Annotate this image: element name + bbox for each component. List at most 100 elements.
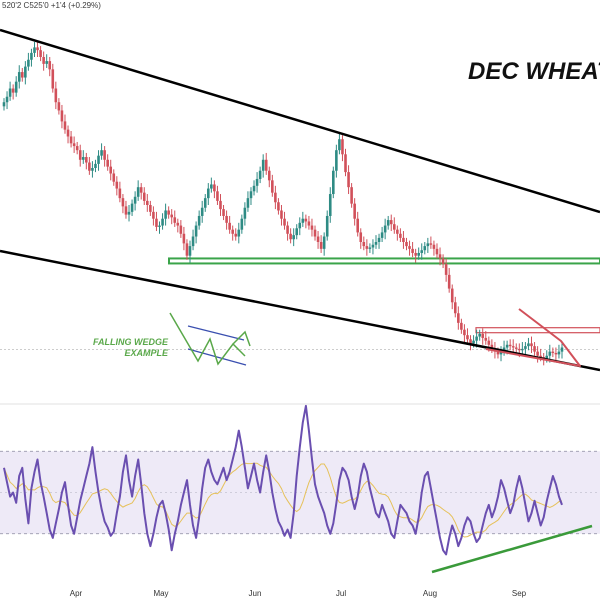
- candle-body: [298, 222, 302, 229]
- candle-body: [277, 202, 280, 211]
- candle-body: [121, 198, 125, 207]
- ohlc-readout: 520'2 C525'0 +1'4 (+0.29%): [2, 1, 101, 10]
- candle-body: [496, 351, 500, 355]
- candle-body: [14, 81, 18, 93]
- candle-body: [389, 220, 393, 225]
- candle-body: [539, 355, 542, 358]
- candle-body: [374, 242, 378, 245]
- candle-body: [518, 348, 521, 351]
- candle-body: [42, 57, 45, 64]
- candle-body: [2, 102, 6, 107]
- candle-body: [332, 170, 335, 195]
- candle-body: [466, 335, 469, 340]
- candle-body: [210, 184, 213, 189]
- candle-body: [30, 52, 33, 60]
- x-tick-label: Jun: [249, 589, 262, 598]
- candle-body: [444, 263, 448, 275]
- candle-body: [243, 207, 247, 219]
- candle-body: [511, 346, 515, 348]
- candle-body: [286, 225, 289, 234]
- candle-body: [514, 347, 518, 349]
- ohlc-text: 520'2 C525'0 +1'4 (+0.29%): [2, 1, 101, 10]
- falling-wedge-label-line2: EXAMPLE: [124, 348, 168, 358]
- candle-body: [63, 121, 67, 130]
- candle-body: [289, 233, 292, 240]
- candle-body: [109, 166, 113, 174]
- candle-body: [219, 200, 222, 210]
- candle-body: [81, 157, 85, 160]
- candle-body: [408, 246, 411, 249]
- candle-body: [155, 218, 158, 227]
- candle-body: [200, 207, 204, 216]
- candle-body: [353, 203, 356, 219]
- candle-body: [341, 139, 344, 155]
- candle-body: [368, 247, 372, 249]
- candle-body: [435, 248, 439, 255]
- candle-body: [536, 351, 539, 356]
- x-tick-label: May: [153, 589, 168, 598]
- wedge-example-zigzag: [169, 312, 246, 366]
- candle-body: [325, 215, 329, 237]
- candle-body: [322, 236, 326, 249]
- candle-body: [60, 110, 64, 122]
- candle-body: [447, 274, 451, 289]
- candle-body: [185, 243, 189, 256]
- price-wedge-red: [485, 308, 581, 367]
- candle-body: [438, 254, 442, 259]
- chart-title: DEC WHEAT: [468, 58, 600, 85]
- candle-body: [399, 233, 402, 238]
- candle-body: [274, 192, 277, 203]
- candle-body: [149, 205, 152, 212]
- candle-body: [139, 187, 143, 193]
- candle-body: [359, 232, 363, 242]
- candle-body: [167, 210, 170, 215]
- candle-body: [429, 243, 433, 245]
- x-tick-label: Jul: [336, 589, 346, 598]
- candle-body: [72, 143, 76, 147]
- candle-body: [261, 159, 265, 171]
- candle-body: [350, 187, 353, 204]
- candle-body: [240, 218, 244, 230]
- candle-body: [130, 203, 134, 212]
- candle-body: [36, 47, 39, 51]
- candle-body: [78, 150, 82, 160]
- candle-body: [39, 50, 42, 57]
- candle-body: [362, 242, 366, 247]
- candle-body: [136, 187, 140, 197]
- rsi-line: [3, 404, 563, 556]
- candle-body: [234, 233, 238, 237]
- candle-body: [69, 136, 73, 144]
- candle-body: [426, 243, 430, 247]
- candle-body: [51, 69, 55, 89]
- candle-body: [319, 242, 323, 249]
- candle-body: [383, 225, 387, 233]
- candle-body: [133, 196, 137, 204]
- candle-body: [402, 237, 405, 242]
- candle-body: [179, 225, 183, 234]
- candle-body: [11, 88, 15, 93]
- candle-body: [499, 351, 503, 355]
- candle-body: [521, 348, 524, 351]
- candle-body: [450, 288, 454, 303]
- candle-body: [158, 225, 161, 227]
- candle-body: [316, 236, 320, 242]
- candle-body: [57, 102, 61, 111]
- support-band: [168, 257, 600, 265]
- candle-body: [94, 163, 97, 168]
- candle-body: [557, 351, 561, 355]
- candle-body: [252, 185, 256, 192]
- candle-body: [191, 236, 195, 247]
- candle-body: [478, 333, 481, 337]
- candle-body: [530, 343, 533, 347]
- candle-body: [335, 150, 338, 171]
- rsi-trendline: [431, 524, 593, 574]
- candle-body: [197, 215, 201, 226]
- candle-body: [380, 232, 384, 238]
- candle-body: [206, 188, 210, 199]
- candle-body: [258, 170, 262, 179]
- candle-body: [24, 66, 27, 78]
- candle-body: [328, 194, 332, 216]
- candle-body: [365, 246, 369, 249]
- candle-body: [127, 211, 131, 215]
